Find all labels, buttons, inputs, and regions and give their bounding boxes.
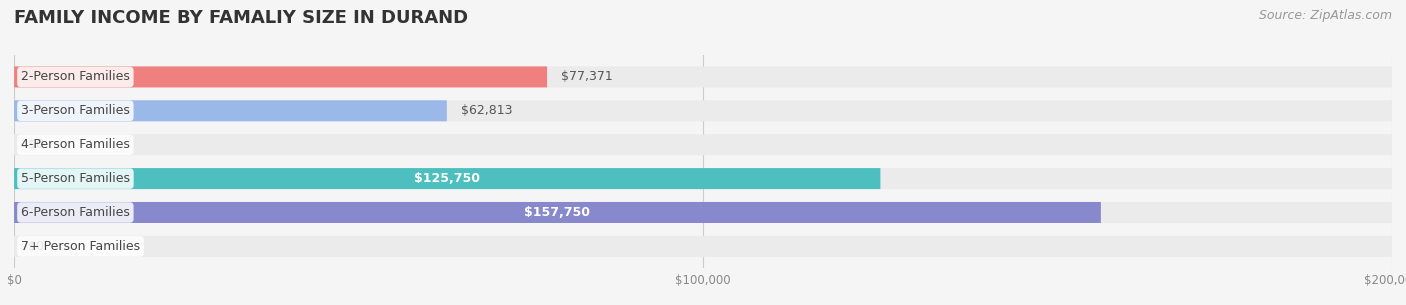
FancyBboxPatch shape <box>14 100 447 121</box>
FancyBboxPatch shape <box>14 100 1392 121</box>
Text: 2-Person Families: 2-Person Families <box>21 70 129 84</box>
Text: FAMILY INCOME BY FAMALIY SIZE IN DURAND: FAMILY INCOME BY FAMALIY SIZE IN DURAND <box>14 9 468 27</box>
FancyBboxPatch shape <box>14 236 1392 257</box>
Text: $125,750: $125,750 <box>415 172 481 185</box>
FancyBboxPatch shape <box>14 66 1392 88</box>
Text: 6-Person Families: 6-Person Families <box>21 206 129 219</box>
Text: 3-Person Families: 3-Person Families <box>21 104 129 117</box>
FancyBboxPatch shape <box>14 202 1101 223</box>
Text: 5-Person Families: 5-Person Families <box>21 172 129 185</box>
Text: 4-Person Families: 4-Person Families <box>21 138 129 151</box>
Text: $62,813: $62,813 <box>461 104 512 117</box>
Text: 7+ Person Families: 7+ Person Families <box>21 240 141 253</box>
Text: $0: $0 <box>28 240 44 253</box>
Text: $77,371: $77,371 <box>561 70 613 84</box>
FancyBboxPatch shape <box>14 134 1392 155</box>
Text: Source: ZipAtlas.com: Source: ZipAtlas.com <box>1258 9 1392 22</box>
FancyBboxPatch shape <box>14 202 1392 223</box>
FancyBboxPatch shape <box>14 168 880 189</box>
Text: $0: $0 <box>28 138 44 151</box>
FancyBboxPatch shape <box>14 168 1392 189</box>
Text: $157,750: $157,750 <box>524 206 591 219</box>
FancyBboxPatch shape <box>14 66 547 88</box>
